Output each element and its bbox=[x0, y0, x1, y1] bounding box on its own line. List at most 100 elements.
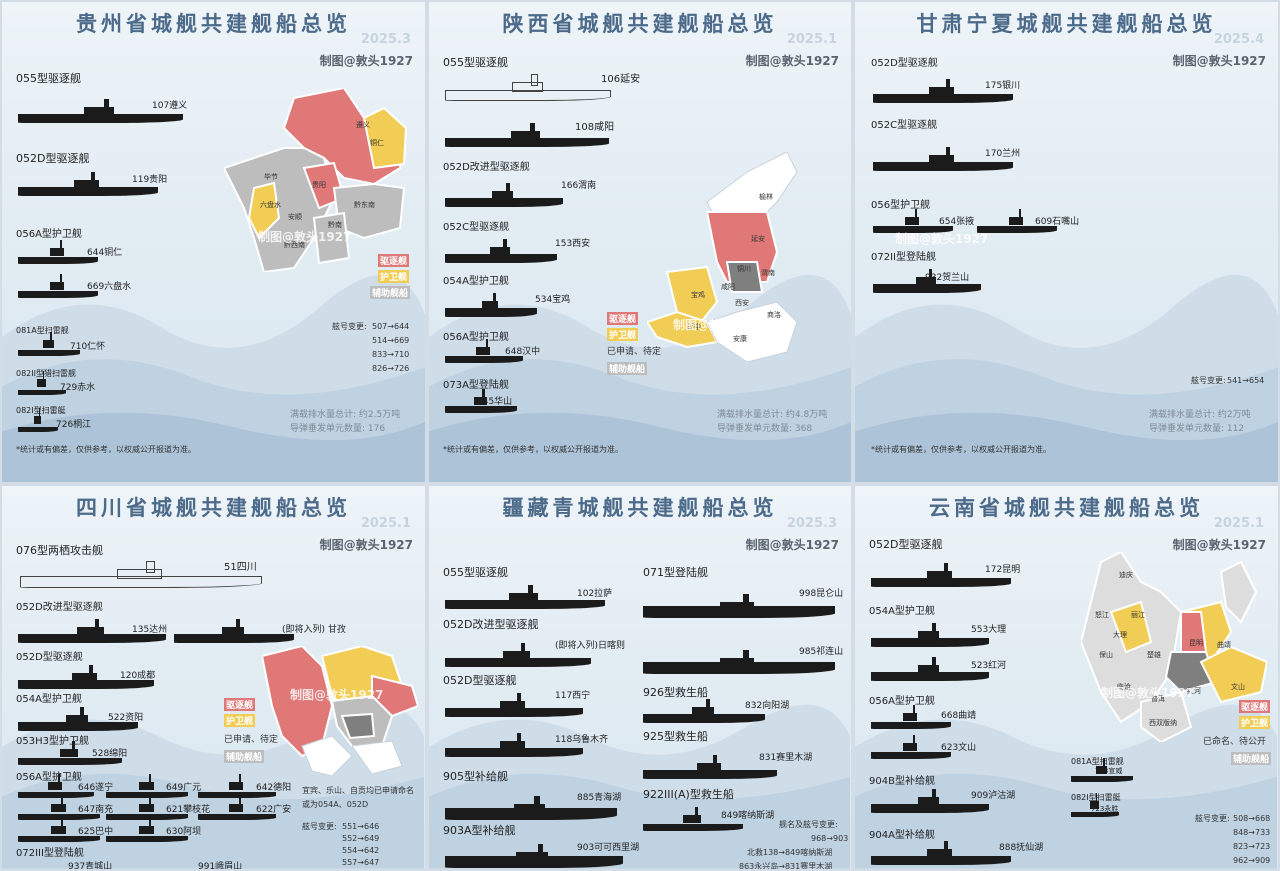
map-label: 宝鸡 bbox=[691, 291, 705, 299]
legend-destroyer: 驱逐舰 bbox=[224, 698, 256, 711]
hull-number-change: 514→669 bbox=[372, 336, 410, 345]
ship-type-label: 052D改进型驱逐舰 bbox=[443, 162, 530, 173]
side-note: 宜宾、乐山、自贡均已申请命名 bbox=[302, 786, 414, 795]
map-label: 普洱 bbox=[1151, 695, 1165, 703]
ship-type-label: 055型驱逐舰 bbox=[16, 72, 81, 85]
ship-name: 170兰州 bbox=[985, 149, 1021, 159]
ship-name: 118乌鲁木齐 bbox=[555, 735, 609, 745]
ship-type-label: 052D改进型驱逐舰 bbox=[16, 602, 103, 613]
ship-silhouette bbox=[18, 408, 58, 432]
ship-name: 832向阳湖 bbox=[745, 701, 790, 711]
hull-number-change: 557→647 bbox=[342, 858, 380, 867]
panel-sichuan: 四川省城舰共建舰船总览 2025.1 制图@敦头1927 076型两栖攻击舰 5… bbox=[0, 484, 427, 871]
watermark: 制图@敦头1927 bbox=[895, 232, 989, 246]
ship-silhouette bbox=[643, 699, 765, 723]
ship-name: 609石嘴山 bbox=[1035, 217, 1080, 227]
ship-name: 945华山 bbox=[477, 397, 513, 407]
ship-silhouette bbox=[18, 619, 166, 643]
hull-number-change: 552→649 bbox=[342, 834, 380, 843]
ship-silhouette bbox=[445, 796, 617, 820]
panel-gansu-ningxia: 甘肃宁夏城舰共建舰船总览 2025.4 制图@敦头1927 052D型驱逐舰 1… bbox=[853, 0, 1280, 484]
legend-frigate: 护卫舰 bbox=[224, 714, 256, 727]
ship-silhouette bbox=[445, 693, 583, 717]
total-displacement: 满载排水量总计: 约4.8万吨 bbox=[717, 410, 828, 420]
ship-name: 723永胜 bbox=[1091, 805, 1119, 813]
hull-number-change: 823→723 bbox=[1233, 842, 1271, 851]
ship-name: 903可可西里湖 bbox=[577, 843, 640, 853]
watermark: 制图@敦头1927 bbox=[290, 688, 384, 702]
ship-type-label: 052C型驱逐舰 bbox=[443, 222, 510, 233]
ship-name: 648汉中 bbox=[505, 347, 541, 357]
map-label: 黔西南 bbox=[284, 241, 305, 249]
ship-type-label: 053H3型护卫舰 bbox=[16, 736, 89, 747]
panel-title: 疆藏青城舰共建舰船总览 bbox=[502, 495, 778, 520]
panel-shaanxi: 陕西省城舰共建舰船总览 2025.1 制图@敦头1927 055型驱逐舰 106… bbox=[427, 0, 853, 484]
ship-type-label: 052D型驱逐舰 bbox=[443, 674, 517, 687]
ship-name: 175银川 bbox=[985, 81, 1021, 91]
map-label: 铜仁 bbox=[370, 139, 384, 147]
map-label: 毕节 bbox=[264, 173, 278, 181]
ship-silhouette bbox=[18, 99, 183, 123]
ship-name: 932贺兰山 bbox=[925, 273, 970, 283]
panel-date: 2025.1 bbox=[1213, 516, 1264, 531]
ship-silhouette bbox=[445, 183, 563, 207]
legend-auxiliary: 辅助舰船 bbox=[224, 750, 265, 763]
vls-cell-count: 导弹垂发单元数量: 112 bbox=[1149, 424, 1245, 434]
ship-silhouette bbox=[174, 619, 294, 643]
ship-name: 135达州 bbox=[132, 625, 168, 635]
map-label: 铜川 bbox=[737, 265, 751, 273]
ship-name: 117西宁 bbox=[555, 691, 591, 701]
ship-silhouette bbox=[445, 339, 523, 363]
ship-type-label: 082II型猎扫雷舰 bbox=[16, 369, 76, 378]
panel-date: 2025.1 bbox=[786, 32, 837, 47]
ship-silhouette bbox=[445, 74, 611, 101]
panel-author: 制图@敦头1927 bbox=[1172, 538, 1266, 552]
ship-name: 644铜仁 bbox=[87, 248, 123, 258]
ship-type-label: 071型登陆舰 bbox=[643, 566, 708, 579]
map-label: 怒江 bbox=[1095, 611, 1109, 619]
map-label: 商洛 bbox=[767, 311, 781, 319]
ship-silhouette bbox=[18, 371, 66, 395]
map-label: 丽江 bbox=[1131, 611, 1145, 619]
panel-title: 云南省城舰共建舰船总览 bbox=[929, 495, 1204, 520]
panel-author: 制图@敦头1927 bbox=[745, 54, 839, 68]
ship-silhouette bbox=[18, 741, 122, 765]
ship-name: 553大理 bbox=[971, 625, 1007, 635]
ship-name: 534宝鸡 bbox=[535, 295, 571, 305]
ship-name: 172昆明 bbox=[985, 565, 1021, 575]
ship-name: (即将入列) 甘孜 bbox=[282, 625, 346, 635]
hull-number-change: 826→726 bbox=[372, 364, 410, 373]
ship-type-label: 052D型驱逐舰 bbox=[16, 152, 90, 165]
hull-number-changes-title: 舷号变更: bbox=[1195, 814, 1230, 823]
panel-yunnan: 云南省城舰共建舰船总览 2025.1 制图@敦头1927 052D型驱逐舰 17… bbox=[853, 484, 1280, 871]
ship-name: 909泸沽湖 bbox=[971, 791, 1016, 801]
ship-type-label: 072II型登陆舰 bbox=[871, 252, 936, 263]
ship-type-label: 052D型驱逐舰 bbox=[869, 538, 943, 551]
ship-type-label: 082I型扫雷艇 bbox=[1071, 792, 1121, 803]
map-label: 黔东南 bbox=[354, 201, 375, 209]
map-label: 昆明 bbox=[1189, 639, 1203, 647]
ship-name: 937青城山 bbox=[68, 862, 113, 871]
ship-silhouette bbox=[871, 789, 989, 813]
ship-silhouette bbox=[18, 240, 98, 264]
map-label: 渭南 bbox=[761, 269, 775, 277]
hull-number-changes-title: 舰名及舷号变更: bbox=[779, 820, 838, 829]
disclaimer-note: *统计或有偏差，仅供参考，以权威公开报道为准。 bbox=[16, 445, 196, 454]
map-label: 西安 bbox=[735, 299, 749, 307]
hull-number-change: 848→733 bbox=[1233, 828, 1271, 837]
panel-guizhou: 贵州省城舰共建舰船总览 2025.3 制图@敦头1927 055型驱逐舰 107… bbox=[0, 0, 427, 484]
hull-number-changes-title: 舷号变更: bbox=[1191, 376, 1226, 385]
ship-silhouette bbox=[643, 807, 743, 831]
ship-name: 119贵阳 bbox=[132, 175, 168, 185]
watermark: 制图@敦头1927 bbox=[673, 318, 767, 332]
ship-name: 649广元 bbox=[166, 783, 202, 793]
ship-type-label: 072III型登陆舰 bbox=[16, 848, 84, 859]
legend-frigate: 护卫舰 bbox=[378, 270, 410, 283]
ship-silhouette bbox=[445, 585, 605, 609]
panel-author: 制图@敦头1927 bbox=[1172, 54, 1266, 68]
ship-name: 106延安 bbox=[601, 74, 641, 85]
map-label: 安康 bbox=[733, 335, 747, 343]
panel-title: 贵州省城舰共建舰船总览 bbox=[76, 11, 351, 36]
panel-title: 甘肃宁夏城舰共建舰船总览 bbox=[916, 11, 1217, 36]
map-label: 咸阳 bbox=[721, 283, 735, 291]
